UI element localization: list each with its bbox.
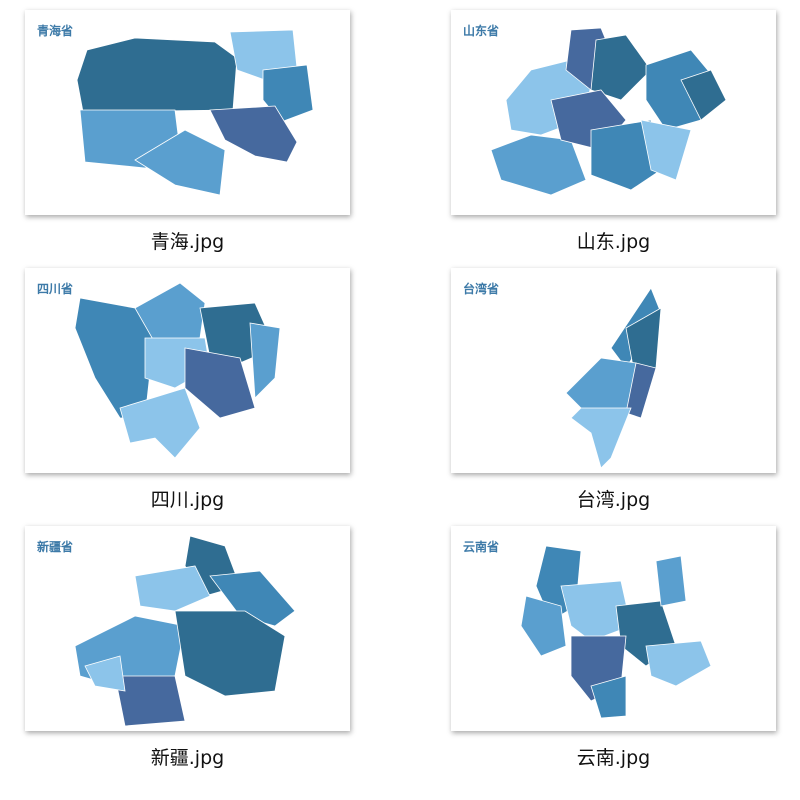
map-region (84, 655, 126, 692)
map-region (625, 362, 657, 419)
map-image (74, 535, 296, 727)
file-name[interactable]: 山东.jpg (576, 231, 651, 253)
map-region (655, 555, 687, 607)
map-title: 台湾省 (463, 282, 500, 296)
map-region (209, 105, 298, 163)
map-region (119, 387, 201, 459)
file-name[interactable]: 台湾.jpg (576, 489, 651, 511)
map-region (114, 675, 186, 727)
map-region (680, 69, 727, 121)
thumbnail[interactable]: 山东省 (451, 10, 776, 215)
file-name[interactable]: 新疆.jpg (150, 747, 225, 769)
map-region (560, 580, 632, 642)
file-name[interactable]: 四川.jpg (150, 489, 225, 511)
map-title: 新疆省 (37, 540, 74, 554)
map-region (209, 570, 296, 627)
map-region (174, 610, 286, 697)
thumbnail[interactable]: 新疆省 (25, 526, 350, 731)
map-title: 青海省 (37, 24, 74, 38)
map-image (490, 27, 727, 196)
file-name[interactable]: 云南.jpg (576, 747, 651, 769)
map-region (76, 37, 238, 113)
map-region (590, 34, 652, 101)
map-region (590, 675, 627, 719)
map-image (76, 29, 314, 196)
map-region (640, 119, 692, 181)
map-image (520, 545, 712, 719)
file-name[interactable]: 青海.jpg (150, 231, 225, 253)
thumbnail[interactable]: 云南省 (451, 526, 776, 731)
map-region (520, 595, 567, 657)
map-region (645, 640, 712, 687)
thumbnail[interactable]: 台湾省 (451, 268, 776, 473)
map-region (134, 565, 211, 612)
map-title: 云南省 (463, 540, 500, 554)
map-title: 山东省 (463, 24, 500, 38)
map-image (74, 282, 281, 459)
map-region (570, 407, 632, 469)
map-image (565, 287, 662, 469)
map-region (490, 134, 587, 196)
thumbnail[interactable]: 四川省 (25, 268, 350, 473)
map-title: 四川省 (37, 282, 74, 296)
thumbnail[interactable]: 青海省 (25, 10, 350, 215)
map-region (184, 347, 256, 419)
map-region (249, 322, 281, 399)
map-region (134, 129, 226, 196)
